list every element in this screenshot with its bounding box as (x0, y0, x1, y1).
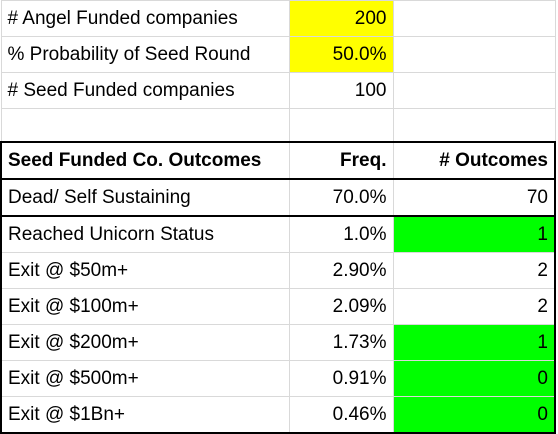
header-freq[interactable]: Freq. (288, 141, 394, 180)
cell-empty[interactable] (392, 36, 556, 73)
outcome-freq[interactable]: 1.0% (288, 215, 394, 253)
outcome-count[interactable]: 70 (392, 178, 556, 217)
outcome-label[interactable]: Dead/ Self Sustaining (0, 178, 290, 217)
header-count[interactable]: # Outcomes (392, 141, 556, 180)
row-seed-funded: # Seed Funded companies 100 (0, 72, 556, 109)
outcome-row: Dead/ Self Sustaining 70.0% 70 (0, 178, 556, 217)
cell-empty[interactable] (392, 72, 556, 109)
outcomes-header-row: Seed Funded Co. Outcomes Freq. # Outcome… (0, 141, 556, 180)
cell-seed-probability-label[interactable]: % Probability of Seed Round (0, 36, 290, 73)
cell-seed-probability-value[interactable]: 50.0% (288, 36, 394, 73)
outcome-count[interactable]: 2 (392, 252, 556, 289)
cell-empty[interactable] (288, 108, 394, 143)
outcome-freq[interactable]: 0.91% (288, 360, 394, 397)
outcome-count[interactable]: 2 (392, 288, 556, 325)
outcome-row: Exit @ $50m+ 2.90% 2 (0, 252, 556, 289)
outcome-row: Exit @ $500m+ 0.91% 0 (0, 360, 556, 397)
outcome-freq[interactable]: 70.0% (288, 178, 394, 217)
cell-empty[interactable] (392, 108, 556, 143)
outcome-label[interactable]: Reached Unicorn Status (0, 215, 290, 253)
outcome-row: Reached Unicorn Status 1.0% 1 (0, 215, 556, 253)
cell-angel-funded-label[interactable]: # Angel Funded companies (0, 0, 290, 37)
outcome-label[interactable]: Exit @ $500m+ (0, 360, 290, 397)
outcome-count[interactable]: 1 (392, 324, 556, 361)
outcome-freq[interactable]: 2.09% (288, 288, 394, 325)
outcome-count[interactable]: 1 (392, 215, 556, 253)
outcome-label[interactable]: Exit @ $50m+ (0, 252, 290, 289)
cell-empty[interactable] (0, 108, 290, 143)
cell-seed-funded-label[interactable]: # Seed Funded companies (0, 72, 290, 109)
outcome-freq[interactable]: 1.73% (288, 324, 394, 361)
outcome-count[interactable]: 0 (392, 360, 556, 397)
cell-seed-funded-value[interactable]: 100 (288, 72, 394, 109)
header-outcomes-label[interactable]: Seed Funded Co. Outcomes (0, 141, 290, 180)
outcome-row: Exit @ $100m+ 2.09% 2 (0, 288, 556, 325)
outcome-freq[interactable]: 2.90% (288, 252, 394, 289)
row-seed-probability: % Probability of Seed Round 50.0% (0, 36, 556, 73)
row-angel-funded: # Angel Funded companies 200 (0, 0, 556, 37)
row-blank (0, 108, 556, 143)
outcome-label[interactable]: Exit @ $100m+ (0, 288, 290, 325)
outcome-label[interactable]: Exit @ $200m+ (0, 324, 290, 361)
cell-empty[interactable] (392, 0, 556, 37)
outcome-row: Exit @ $200m+ 1.73% 1 (0, 324, 556, 361)
cell-angel-funded-value[interactable]: 200 (288, 0, 394, 37)
